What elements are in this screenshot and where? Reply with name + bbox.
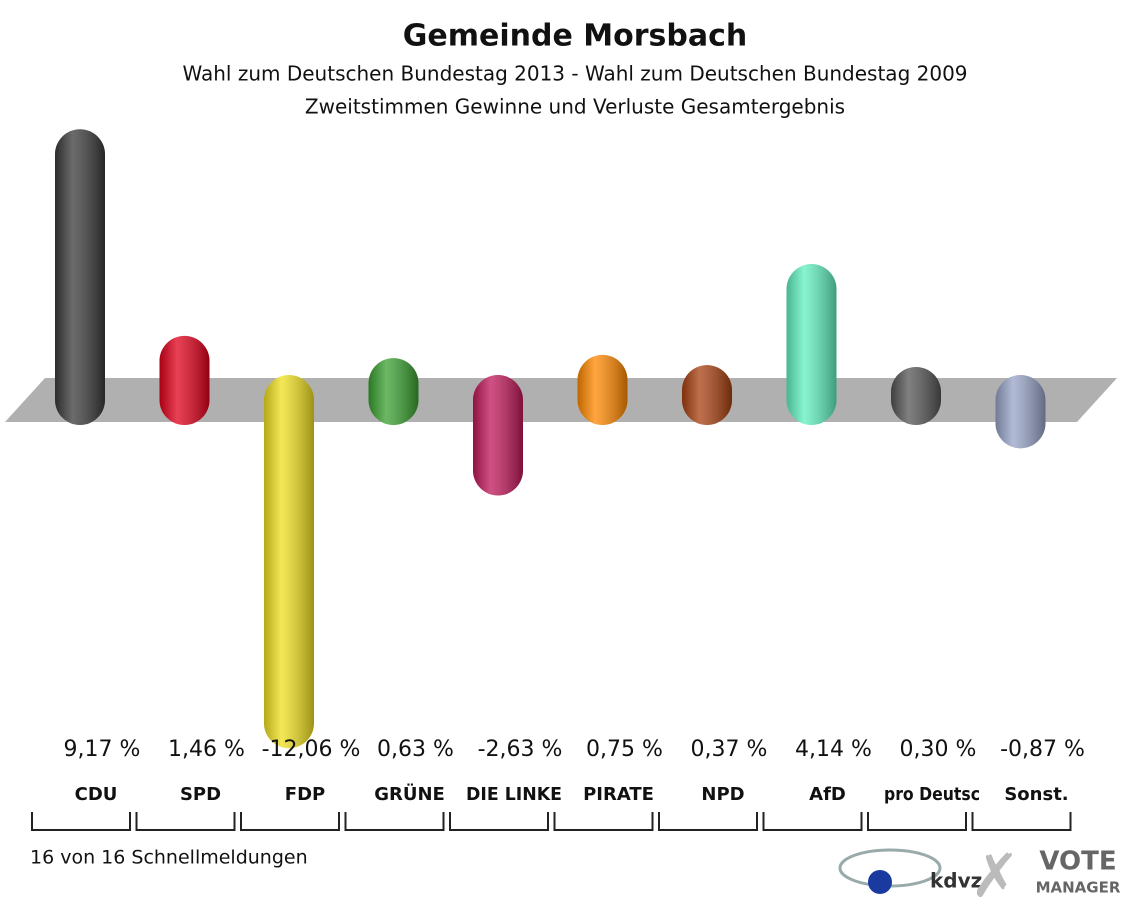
category-bracket [762,812,863,831]
bar-shading [682,365,732,425]
logo-text: MANAGER [1036,879,1121,897]
x-tick-label: GRÜNE [374,783,445,805]
value-label: 4,14 % [795,737,872,762]
logo-text: kdvz [930,869,982,893]
bar-shading [473,375,523,496]
value-label: 0,37 % [691,737,768,762]
footnote: 16 von 16 Schnellmeldungen [30,847,308,869]
x-tick-label: AfD [809,784,846,805]
bar-shading [368,358,419,425]
chart-title: Gemeinde Morsbach [403,19,747,54]
bar-shading [995,375,1046,449]
bar-shading [55,129,105,425]
value-label: 9,17 % [64,737,141,762]
x-tick-label: SPD [180,784,221,805]
value-label: -0,87 % [1000,737,1085,762]
x-tick-label: NPD [701,784,744,805]
x-tick-label: PIRATE [583,784,654,805]
category-bracket [658,812,758,831]
x-tick-label: Sonst. [1004,784,1068,805]
category-bracket [135,812,236,831]
value-label: 1,46 % [168,737,245,762]
category-bracket [449,812,549,831]
category-bracket [344,812,445,831]
value-label: -2,63 % [478,737,563,762]
category-bracket [867,812,967,831]
subtitle: Zweitstimmen Gewinne und Verluste Gesamt… [305,95,845,119]
bar-shading [891,366,941,425]
value-label: -12,06 % [262,737,361,762]
category-bracket [971,812,1072,831]
logo-text: VOTE [1039,847,1116,877]
logo-ball [868,870,892,894]
logo-cross: ✗ [970,842,1020,905]
x-tick-label: DIE LINKE [466,784,562,805]
bar-shading [577,354,628,425]
value-label: 0,75 % [586,737,663,762]
value-label: 0,63 % [377,737,454,762]
x-tick-label: pro Deutsc [884,784,980,805]
subtitle: Wahl zum Deutschen Bundestag 2013 - Wahl… [182,62,967,86]
x-tick-label: FDP [285,784,325,805]
bar-shading [264,375,314,749]
x-tick-label: CDU [75,784,118,805]
category-bracket [31,812,131,831]
category-bracket [240,812,340,831]
value-label: 0,30 % [900,737,977,762]
category-bracket [553,812,654,831]
bar-shading [159,335,210,425]
bar-shading [786,264,837,425]
